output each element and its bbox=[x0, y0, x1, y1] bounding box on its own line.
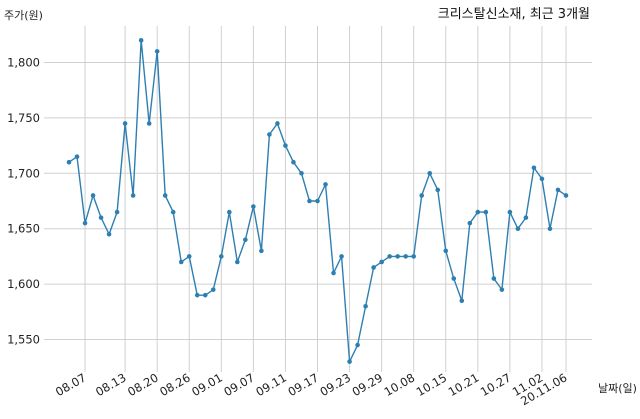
data-point bbox=[130, 193, 136, 198]
data-point bbox=[475, 209, 481, 215]
data-point bbox=[82, 220, 88, 226]
data-point bbox=[74, 154, 80, 159]
data-point bbox=[459, 298, 465, 304]
data-point bbox=[523, 215, 529, 220]
data-point bbox=[347, 359, 352, 364]
data-point bbox=[419, 193, 425, 198]
data-point bbox=[275, 121, 280, 126]
data-point bbox=[90, 193, 96, 198]
x-tick-label: 09.01 bbox=[189, 370, 225, 399]
data-point bbox=[170, 209, 176, 215]
data-point bbox=[106, 231, 112, 237]
data-point bbox=[491, 276, 497, 281]
x-tick-label: 09.29 bbox=[350, 370, 386, 399]
data-point bbox=[178, 259, 184, 265]
data-point bbox=[146, 121, 152, 126]
data-point bbox=[251, 204, 256, 209]
y-axis-title: 주가(원) bbox=[4, 9, 43, 22]
x-tick-label: 08.07 bbox=[53, 370, 89, 399]
data-point bbox=[210, 287, 216, 292]
data-point bbox=[243, 237, 248, 243]
data-point bbox=[547, 226, 553, 231]
data-point bbox=[299, 171, 304, 176]
data-point bbox=[283, 143, 288, 148]
data-point bbox=[339, 254, 344, 259]
x-tick-label: 09.17 bbox=[285, 370, 321, 399]
data-point bbox=[66, 159, 72, 165]
data-point bbox=[138, 38, 144, 43]
data-point bbox=[267, 132, 272, 137]
data-point bbox=[483, 209, 489, 215]
data-point bbox=[227, 209, 232, 215]
x-tick-label: 10.08 bbox=[382, 370, 418, 399]
data-point bbox=[499, 287, 505, 292]
data-point bbox=[411, 254, 416, 259]
x-tick-label: 10.21 bbox=[446, 370, 482, 399]
y-tick-label: 1,750 bbox=[7, 111, 40, 125]
chart-title: 크리스탈신소재, 최근 3개월 bbox=[438, 7, 590, 22]
data-point bbox=[219, 254, 224, 259]
data-point bbox=[355, 342, 360, 348]
data-point bbox=[427, 171, 433, 176]
x-tick-label: 09.23 bbox=[318, 370, 354, 399]
data-point bbox=[379, 259, 384, 265]
data-point bbox=[98, 215, 104, 220]
y-tick-label: 1,600 bbox=[7, 277, 40, 291]
data-points bbox=[66, 38, 569, 364]
data-point bbox=[555, 187, 561, 193]
data-point bbox=[323, 182, 328, 187]
data-point bbox=[202, 292, 208, 298]
x-tick-label: 10.27 bbox=[478, 370, 514, 399]
data-point bbox=[154, 49, 160, 54]
data-point bbox=[515, 226, 521, 231]
data-point bbox=[403, 254, 408, 259]
x-tick-label: 10.15 bbox=[414, 370, 450, 399]
data-point bbox=[315, 198, 320, 204]
data-point bbox=[563, 193, 569, 198]
data-point bbox=[531, 165, 537, 171]
y-tick-label: 1,800 bbox=[7, 56, 40, 70]
x-tick-label: 09.11 bbox=[253, 370, 289, 399]
data-point bbox=[259, 248, 264, 254]
data-point bbox=[539, 176, 545, 182]
x-tick-label: 08.20 bbox=[125, 370, 161, 399]
data-point bbox=[186, 254, 192, 259]
data-point bbox=[435, 187, 441, 193]
y-tick-label: 1,650 bbox=[7, 222, 40, 236]
vertical-gridlines bbox=[84, 26, 567, 372]
data-point bbox=[507, 209, 513, 215]
data-point bbox=[114, 209, 120, 215]
data-point bbox=[387, 254, 392, 259]
data-point bbox=[291, 159, 296, 165]
y-axis-tick-labels: 1,550 1,600 1,650 1,700 1,750 1,800 bbox=[7, 56, 40, 347]
data-point bbox=[451, 276, 457, 281]
data-point bbox=[162, 193, 168, 198]
data-point bbox=[194, 292, 200, 298]
y-tick-label: 1,550 bbox=[7, 333, 40, 347]
x-tick-label: 08.26 bbox=[157, 370, 193, 399]
data-point bbox=[331, 270, 336, 276]
data-point bbox=[371, 265, 376, 270]
data-point bbox=[122, 121, 128, 126]
y-tick-label: 1,700 bbox=[7, 166, 40, 180]
x-axis-title: 날짜(일) bbox=[598, 381, 637, 395]
data-point bbox=[235, 259, 240, 265]
data-point bbox=[467, 220, 473, 226]
data-point bbox=[395, 254, 400, 259]
data-point bbox=[443, 248, 449, 254]
x-tick-label: 09.07 bbox=[221, 370, 257, 399]
data-point bbox=[363, 303, 368, 309]
x-tick-label: 08.13 bbox=[93, 370, 129, 399]
x-axis-tick-labels: 08.07 08.1308.2008.2609.0109.0709.1109.17… bbox=[53, 370, 569, 408]
data-point bbox=[307, 198, 312, 204]
